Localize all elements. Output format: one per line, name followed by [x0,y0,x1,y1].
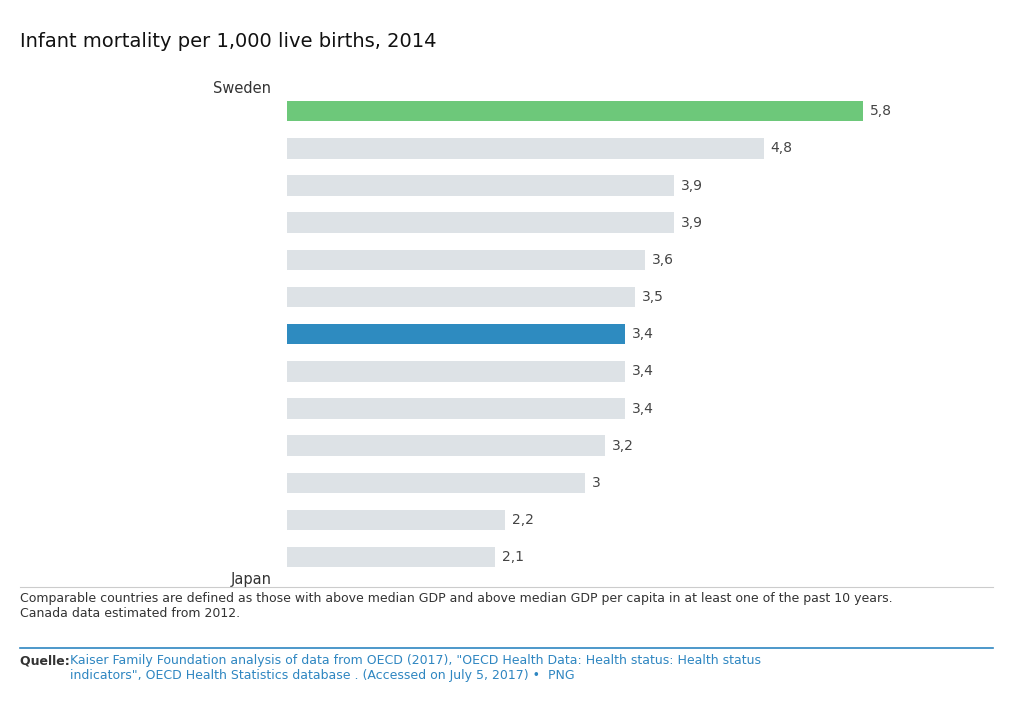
Bar [287,361,625,382]
Text: 3,4: 3,4 [632,402,653,415]
Text: Infant mortality per 1,000 live births, 2014: Infant mortality per 1,000 live births, … [20,32,437,51]
Bar [287,176,675,196]
Text: 3: 3 [592,476,601,490]
Text: 3,2: 3,2 [611,439,634,453]
Text: 3,6: 3,6 [651,253,674,267]
Bar [287,101,863,122]
Bar [287,473,585,493]
Bar [287,213,675,233]
Text: 4,8: 4,8 [771,141,793,155]
Text: 3,9: 3,9 [681,178,703,193]
Bar [287,547,496,567]
Bar [287,398,625,419]
Bar [287,250,644,270]
Bar [287,324,625,344]
Bar [287,510,506,530]
Bar [287,435,605,456]
Text: Japan: Japan [230,572,271,587]
Text: 3,5: 3,5 [641,290,664,304]
Text: 3,4: 3,4 [632,327,653,341]
Text: 3,9: 3,9 [681,215,703,230]
Bar [287,287,635,307]
Text: 5,8: 5,8 [870,105,892,118]
Text: Sweden: Sweden [213,81,271,97]
Text: 2,2: 2,2 [512,513,535,527]
Text: Quelle:: Quelle: [20,654,75,667]
Bar [287,138,764,159]
Text: Comparable countries are defined as those with above median GDP and above median: Comparable countries are defined as thos… [20,592,893,619]
Text: 2,1: 2,1 [503,550,524,564]
Text: Kaiser Family Foundation analysis of data from OECD (2017), "OECD Health Data: H: Kaiser Family Foundation analysis of dat… [70,654,761,682]
Text: 3,4: 3,4 [632,364,653,378]
